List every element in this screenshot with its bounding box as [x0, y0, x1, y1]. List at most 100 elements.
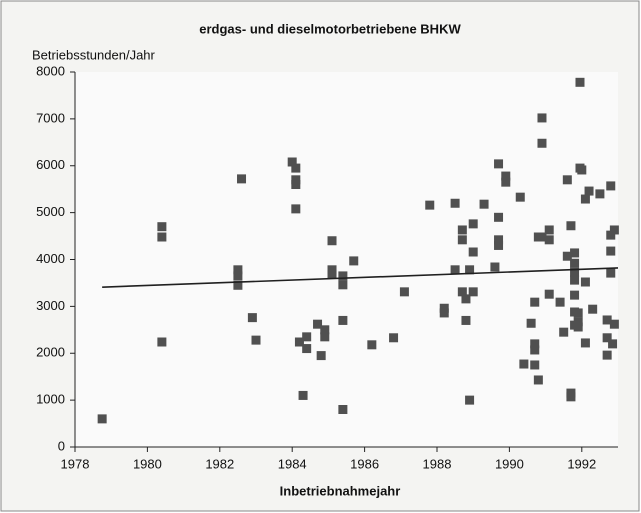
scatter-point [302, 332, 312, 342]
scatter-point [389, 333, 399, 343]
scatter-point [566, 392, 576, 402]
scatter-point [251, 335, 261, 345]
scatter-point [327, 236, 337, 246]
y-tick-label: 2000 [36, 345, 65, 360]
scatter-point [313, 319, 323, 329]
scatter-point [439, 303, 449, 313]
scatter-point [537, 113, 547, 123]
scatter-point [461, 315, 471, 325]
scatter-point [580, 338, 590, 348]
scatter-point [606, 246, 616, 256]
scatter-point [570, 267, 580, 277]
y-axis-label: Betriebsstunden/Jahr [32, 47, 156, 62]
scatter-point [479, 199, 489, 209]
y-tick-label: 7000 [36, 110, 65, 125]
scatter-point [320, 325, 330, 335]
scatter-point [457, 235, 467, 245]
scatter-point [515, 192, 525, 202]
y-tick-label: 8000 [36, 63, 65, 78]
scatter-point [537, 232, 547, 242]
scatter-point [526, 318, 536, 328]
scatter-point [233, 265, 243, 275]
x-tick-label: 1990 [495, 456, 524, 471]
scatter-point [247, 313, 257, 323]
scatter-point [519, 359, 529, 369]
scatter-point [530, 360, 540, 370]
scatter-point [584, 186, 594, 196]
scatter-point [157, 222, 167, 232]
y-tick-label: 6000 [36, 157, 65, 172]
scatter-point [494, 235, 504, 245]
scatter-point [570, 320, 580, 330]
y-tick-label: 4000 [36, 251, 65, 266]
scatter-point [544, 235, 554, 245]
scatter-point [602, 333, 612, 343]
scatter-point [609, 225, 619, 235]
scatter-point [544, 225, 554, 235]
scatter-point [494, 240, 504, 250]
scatter-point [298, 390, 308, 400]
scatter-point [468, 287, 478, 297]
y-tick-label: 5000 [36, 204, 65, 219]
scatter-point [327, 270, 337, 279]
scatter-point [349, 256, 359, 266]
scatter-point [327, 265, 337, 275]
scatter-point [291, 204, 301, 214]
scatter-point [501, 177, 511, 187]
x-axis-label: Inbetriebnahmejahr [280, 483, 401, 498]
scatter-point [338, 405, 348, 414]
scatter-point [287, 157, 297, 167]
y-tick-label: 3000 [36, 298, 65, 313]
scatter-point [450, 198, 460, 208]
scatter-point [302, 344, 312, 354]
scatter-point [468, 247, 478, 257]
scatter-point [461, 294, 471, 304]
y-tick-label: 1000 [36, 392, 65, 407]
scatter-point [338, 280, 348, 290]
scatter-point [588, 304, 598, 314]
scatter-point [566, 221, 576, 231]
x-tick-label: 1984 [278, 456, 307, 471]
scatter-point [97, 414, 107, 424]
scatter-point [606, 268, 616, 278]
scatter-point [562, 175, 572, 185]
scatter-point [570, 275, 580, 285]
scatter-point [501, 171, 511, 181]
scatter-point [562, 251, 572, 261]
scatter-point [573, 308, 583, 318]
scatter-point [575, 77, 585, 87]
scatter-point [291, 180, 301, 189]
scatter-point [233, 271, 243, 281]
scatter-point [457, 287, 467, 297]
scatter-point [530, 339, 540, 349]
scatter-point [609, 319, 619, 329]
scatter-point [559, 327, 569, 337]
x-tick-label: 1978 [61, 456, 90, 471]
scatter-point [338, 315, 348, 325]
scatter-point [468, 219, 478, 229]
scatter-point [530, 297, 540, 307]
scatter-point [606, 230, 616, 240]
scatter-point [450, 265, 460, 275]
scatter-point [320, 332, 330, 342]
scatter-point [157, 232, 167, 242]
scatter-point [157, 337, 167, 347]
scatter-point [570, 258, 580, 268]
chart-title: erdgas- und dieselmotorbetriebene BHKW [199, 21, 461, 36]
scatter-point [577, 165, 587, 175]
scatter-point [291, 175, 301, 185]
scatter-point [294, 337, 304, 347]
scatter-point [457, 225, 467, 235]
scatter-point [490, 262, 500, 272]
scatter-point [425, 200, 435, 210]
x-tick-label: 1980 [133, 456, 162, 471]
x-tick-label: 1992 [567, 456, 596, 471]
scatter-point [608, 339, 618, 349]
x-tick-label: 1988 [423, 456, 452, 471]
trend-line [102, 267, 619, 288]
scatter-point [602, 350, 612, 360]
y-tick-label: 0 [58, 438, 65, 453]
scatter-point [555, 297, 565, 307]
x-tick-label: 1986 [350, 456, 379, 471]
